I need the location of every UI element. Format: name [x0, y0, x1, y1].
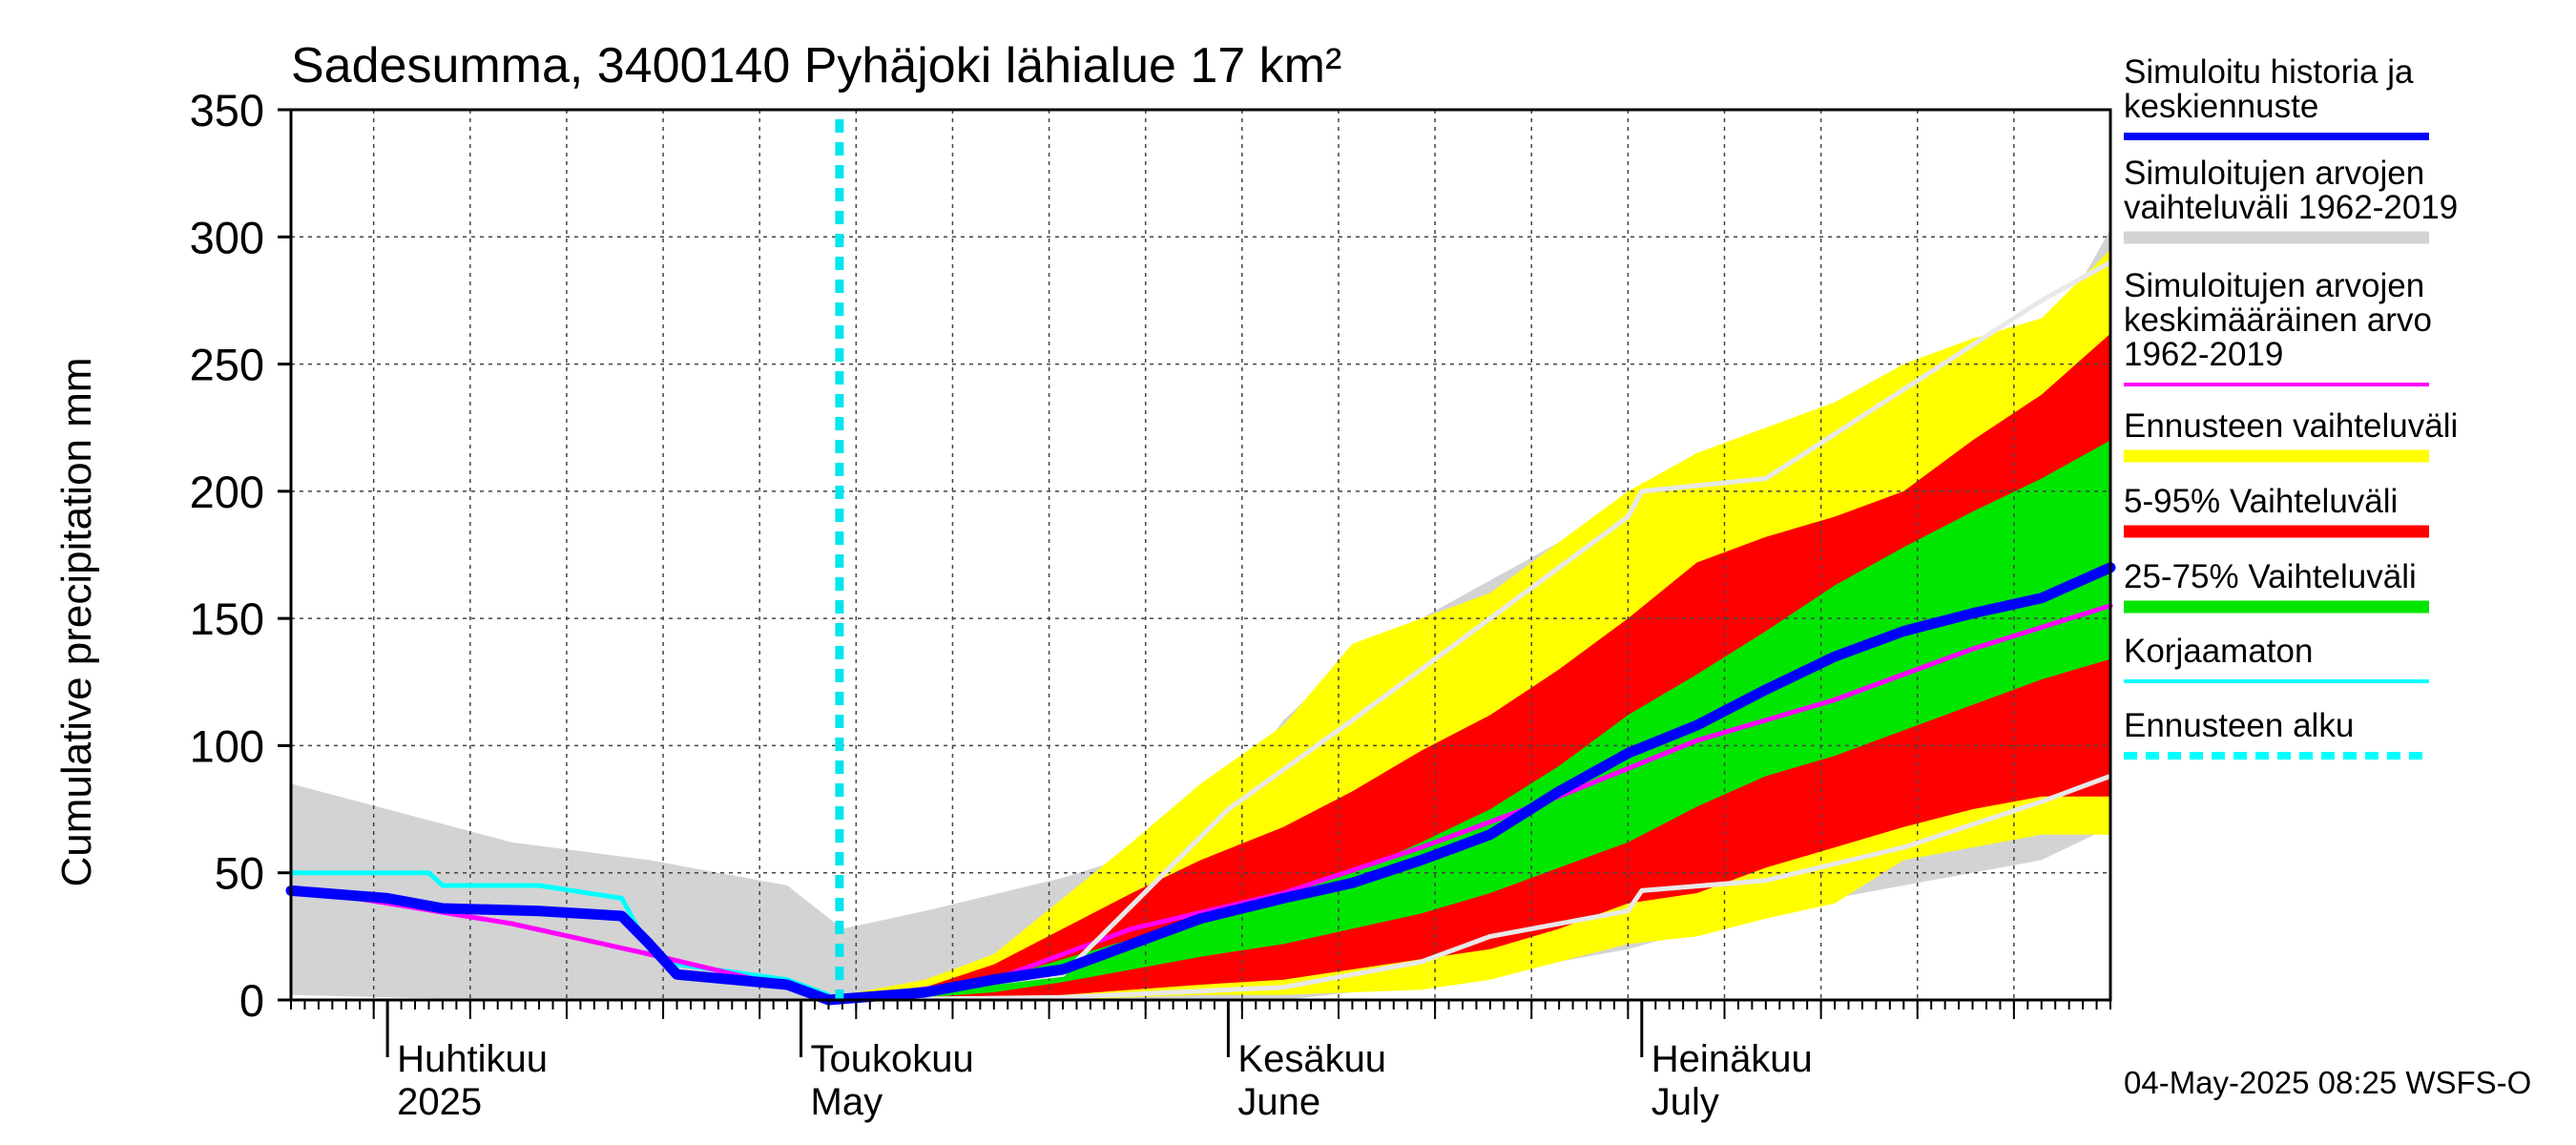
month-label-fi: Heinäkuu: [1652, 1038, 1813, 1080]
y-tick-label: 0: [239, 975, 264, 1026]
legend-label: Korjaamaton: [2124, 633, 2313, 670]
legend-label: Ennusteen vaihteluväli: [2124, 407, 2458, 445]
month-label-en: May: [811, 1081, 883, 1123]
series-line-korjaamaton: [288, 870, 831, 998]
y-tick-label: 200: [190, 467, 264, 517]
month-label-en: July: [1652, 1081, 1719, 1123]
y-tick-label: 250: [190, 340, 264, 390]
grid-layer: [291, 110, 2110, 1000]
band-5-95-: [841, 333, 2110, 1001]
y-tick-labels: 0 50 100 150 200 250 300 350: [190, 85, 264, 1026]
month-label-en: 2025: [397, 1081, 482, 1123]
y-tick-label: 50: [215, 848, 264, 899]
month-label-fi: Kesäkuu: [1237, 1038, 1386, 1080]
y-tick-label: 150: [190, 593, 264, 644]
timestamp-footer: 04-May-2025 08:25 WSFS-O: [2124, 1065, 2531, 1100]
legend-label: Ennusteen alku: [2124, 707, 2354, 744]
legend-label: Simuloitujen arvojen: [2124, 155, 2424, 192]
legend-label: 25-75% Vaihteluväli: [2124, 558, 2417, 595]
chart-title: Sadesumma, 3400140 Pyhäjoki lähialue 17 …: [291, 38, 1341, 94]
month-label-fi: Toukokuu: [811, 1038, 974, 1080]
series-line-min-scenario-line: [840, 773, 2113, 1003]
band-25-75-: [841, 440, 2110, 1000]
lines-layer: [285, 119, 2116, 1006]
series-line-simuloitu-historia-ja-keskiennuste: [285, 562, 2116, 1006]
legend-label: keskiennuste: [2124, 88, 2318, 125]
legend-label: vaihteluväli 1962-2019: [2124, 189, 2458, 226]
axis-ticks: [278, 108, 2111, 1057]
series-line-simulated-history-mean-1962-2019: [288, 603, 2113, 1003]
y-tick-label: 350: [190, 85, 264, 135]
series-line-max-scenario-line: [840, 260, 2113, 1003]
legend-label: keskimääräinen arvo: [2124, 302, 2432, 339]
bands-layer: [291, 229, 2110, 1001]
plot-area: [278, 108, 2116, 1057]
legend-label: Simuloitujen arvojen: [2124, 267, 2424, 304]
month-label-fi: Huhtikuu: [397, 1038, 548, 1080]
legend-label: 5-95% Vaihteluväli: [2124, 483, 2398, 520]
legend-label: Simuloitu historia ja: [2124, 53, 2414, 91]
legend-label: 1962-2019: [2124, 336, 2283, 373]
y-tick-label: 100: [190, 720, 264, 771]
y-tick-label: 300: [190, 212, 264, 262]
y-axis-label: Cumulative precipitation mm: [53, 357, 100, 886]
month-label-en: June: [1237, 1081, 1320, 1123]
